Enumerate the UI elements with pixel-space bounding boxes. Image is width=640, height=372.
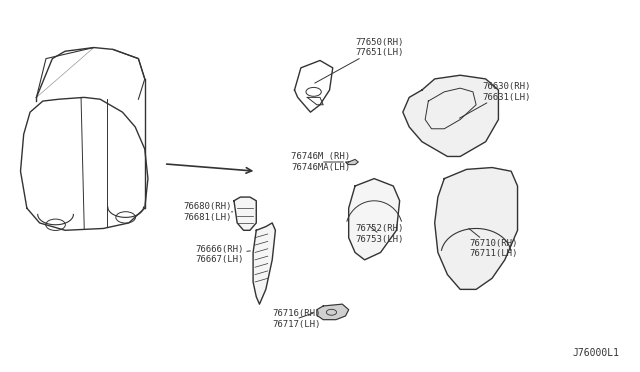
Text: 76680(RH)
76681(LH): 76680(RH) 76681(LH) [183, 202, 233, 222]
Text: J76000L1: J76000L1 [573, 348, 620, 358]
Text: 76630(RH)
76631(LH): 76630(RH) 76631(LH) [460, 82, 531, 118]
Polygon shape [349, 179, 399, 260]
Polygon shape [435, 167, 518, 289]
Polygon shape [234, 197, 256, 230]
Polygon shape [403, 75, 499, 157]
Text: 76710(RH)
76711(LH): 76710(RH) 76711(LH) [468, 228, 518, 259]
Text: 76716(RH)
76717(LH): 76716(RH) 76717(LH) [272, 309, 321, 328]
Text: 76666(RH)
76667(LH): 76666(RH) 76667(LH) [196, 245, 250, 264]
Text: 76746M (RH)
76746MA(LH): 76746M (RH) 76746MA(LH) [291, 152, 351, 172]
Text: 77650(RH)
77651(LH): 77650(RH) 77651(LH) [315, 38, 403, 83]
Polygon shape [317, 304, 349, 320]
Polygon shape [346, 160, 358, 164]
Polygon shape [253, 223, 275, 304]
Text: 76752(RH)
76753(LH): 76752(RH) 76753(LH) [355, 224, 403, 244]
